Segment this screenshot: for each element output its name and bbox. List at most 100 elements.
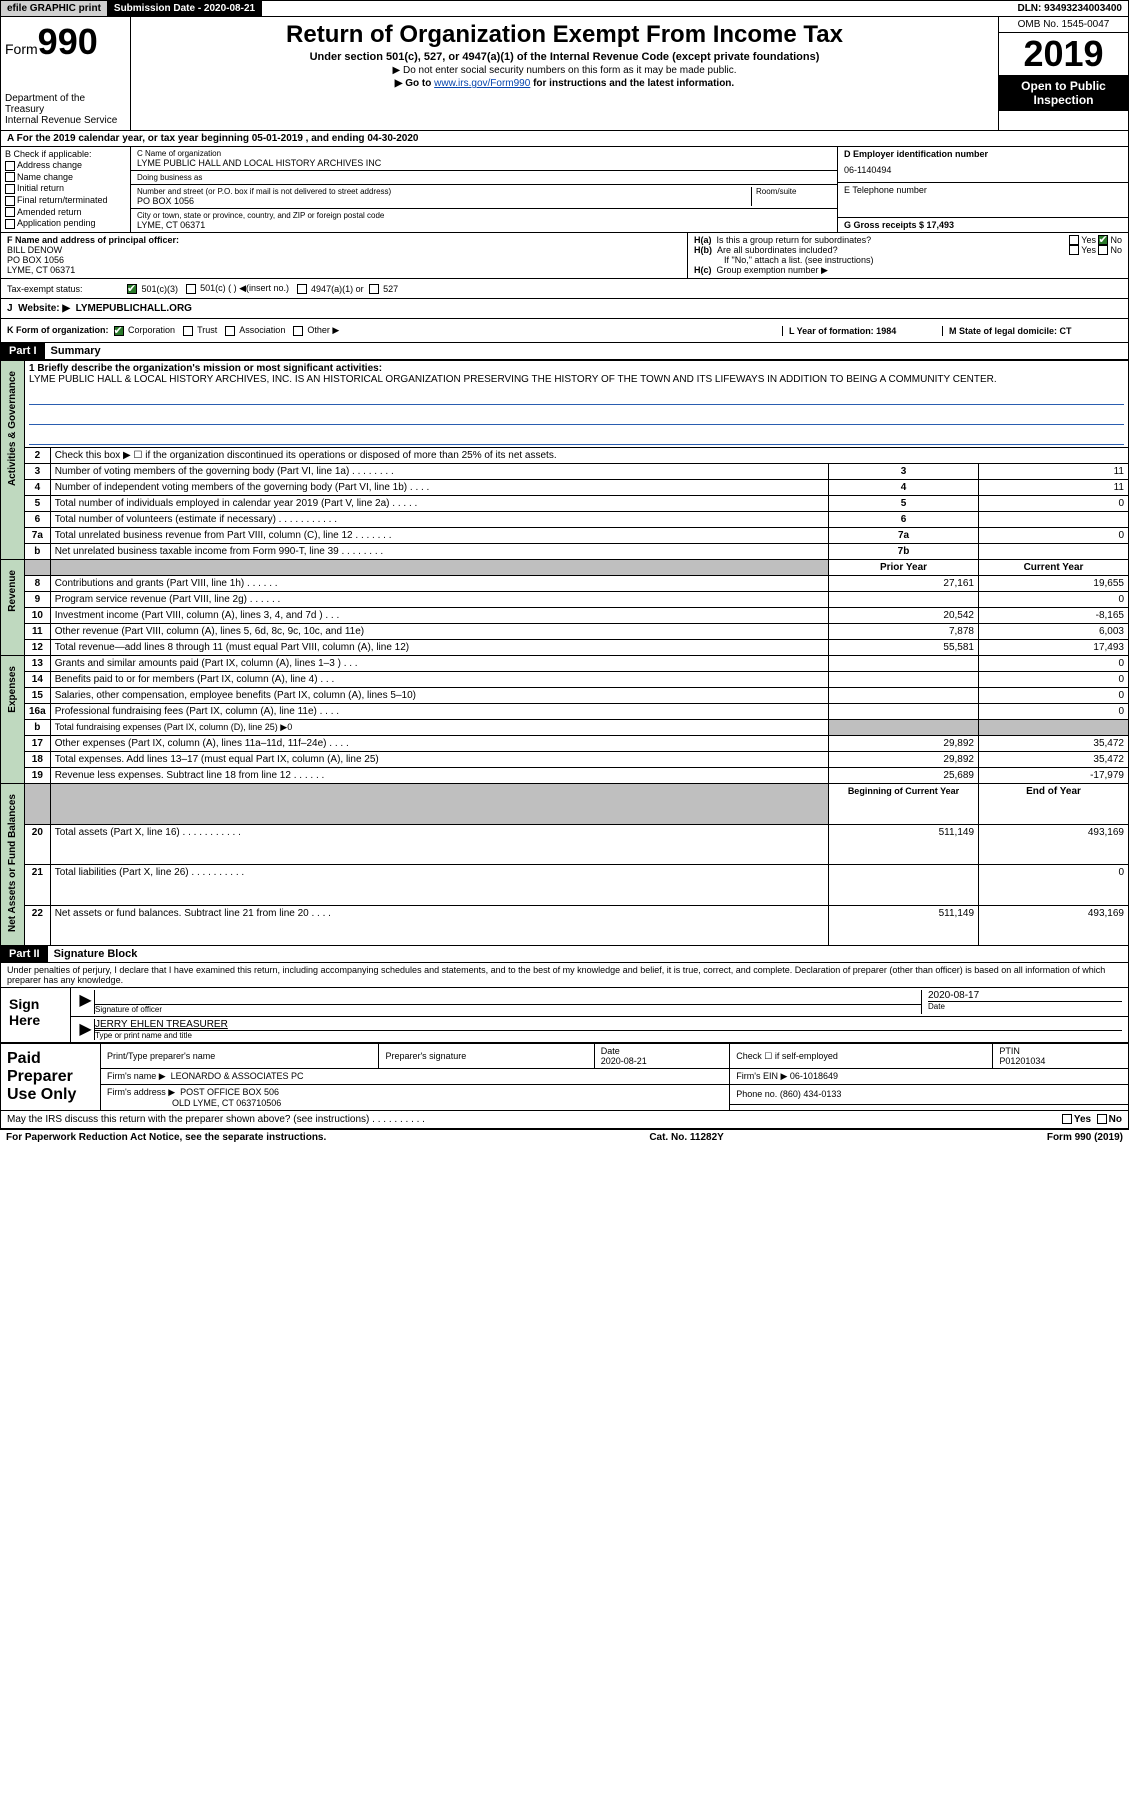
irs-link[interactable]: www.irs.gov/Form990	[434, 78, 530, 89]
cb-application-pending[interactable]: Application pending	[5, 218, 126, 229]
discuss-row: May the IRS discuss this return with the…	[0, 1111, 1129, 1129]
state-domicile: M State of legal domicile: CT	[949, 326, 1072, 336]
discuss-text: May the IRS discuss this return with the…	[7, 1114, 1062, 1125]
col-c-org-info: C Name of organization LYME PUBLIC HALL …	[131, 147, 838, 232]
discuss-yes[interactable]	[1062, 1114, 1072, 1124]
footer-cat: Cat. No. 11282Y	[326, 1132, 1047, 1143]
hdr-prior-year: Prior Year	[829, 560, 979, 576]
print-name-label: Type or print name and title	[95, 1030, 1122, 1040]
cb-527[interactable]	[369, 284, 379, 294]
cb-name-change[interactable]: Name change	[5, 172, 126, 183]
omb-number: OMB No. 1545-0047	[999, 17, 1128, 33]
cb-corp[interactable]	[114, 326, 124, 336]
line21: Total liabilities (Part X, line 26) . . …	[50, 865, 828, 906]
c-name-label: C Name of organization	[137, 149, 831, 158]
prep-sig-label: Preparer's signature	[379, 1044, 594, 1069]
phone-label: E Telephone number	[844, 185, 1122, 195]
submission-date: Submission Date - 2020-08-21	[108, 1, 262, 16]
self-employed-cb[interactable]: Check ☐ if self-employed	[730, 1044, 993, 1069]
line14: Benefits paid to or for members (Part IX…	[50, 672, 828, 688]
cb-4947[interactable]	[297, 284, 307, 294]
cb-address-change[interactable]: Address change	[5, 160, 126, 171]
cb-501c3[interactable]	[127, 284, 137, 294]
line16a: Professional fundraising fees (Part IX, …	[50, 704, 828, 720]
firm-phone: (860) 434-0133	[780, 1089, 842, 1099]
cb-trust[interactable]	[183, 326, 193, 336]
line18: Total expenses. Add lines 13–17 (must eq…	[50, 752, 828, 768]
part1-title: Summary	[45, 343, 107, 359]
line20: Total assets (Part X, line 16) . . . . .…	[50, 824, 828, 865]
firm-addr1: POST OFFICE BOX 506	[180, 1087, 279, 1097]
side-revenue: Revenue	[7, 562, 18, 620]
website-value: LYMEPUBLICHALL.ORG	[76, 303, 192, 314]
arrow-icon: ▶	[77, 990, 95, 1014]
line10: Investment income (Part VIII, column (A)…	[50, 608, 828, 624]
hb-yes[interactable]	[1069, 245, 1079, 255]
line22: Net assets or fund balances. Subtract li…	[50, 905, 828, 946]
row-klm: K Form of organization: Corporation Trus…	[0, 319, 1129, 343]
firm-ein: 06-1018649	[790, 1071, 838, 1081]
cb-assoc[interactable]	[225, 326, 235, 336]
line5: Total number of individuals employed in …	[50, 496, 828, 512]
cb-501c[interactable]	[186, 284, 196, 294]
efile-print-button[interactable]: efile GRAPHIC print	[1, 1, 108, 16]
line17: Other expenses (Part IX, column (A), lin…	[50, 736, 828, 752]
form-number: Form990	[5, 21, 126, 63]
ptin: P01201034	[999, 1056, 1045, 1066]
b-header: B Check if applicable:	[5, 149, 126, 159]
dln-number: DLN: 93493234003400	[1011, 1, 1128, 16]
col-d-e-g: D Employer identification number 06-1140…	[838, 147, 1128, 232]
sig-date: 2020-08-17	[928, 990, 1122, 1001]
dept-treasury: Department of the Treasury	[5, 93, 126, 115]
org-name: LYME PUBLIC HALL AND LOCAL HISTORY ARCHI…	[137, 158, 831, 168]
col-b-checkboxes: B Check if applicable: Address change Na…	[1, 147, 131, 232]
hb-no[interactable]	[1098, 245, 1108, 255]
officer-print-name: JERRY EHLEN TREASURER	[95, 1019, 1122, 1030]
paid-preparer-label: Paid Preparer Use Only	[1, 1044, 101, 1111]
prep-name-label: Print/Type preparer's name	[101, 1044, 379, 1069]
footer-right: Form 990 (2019)	[1047, 1132, 1123, 1143]
signature-block: Under penalties of perjury, I declare th…	[0, 963, 1129, 1043]
preparer-table: Paid Preparer Use Only Print/Type prepar…	[0, 1043, 1129, 1111]
side-governance: Activities & Governance	[7, 363, 18, 494]
mission-label: 1 Briefly describe the organization's mi…	[29, 363, 382, 374]
sig-date-label: Date	[928, 1001, 1122, 1011]
line-a-tax-year: A For the 2019 calendar year, or tax yea…	[0, 131, 1129, 147]
form-header: Form990 Department of the Treasury Inter…	[0, 17, 1129, 131]
ha-no[interactable]	[1098, 235, 1108, 245]
mission-text: LYME PUBLIC HALL & LOCAL HISTORY ARCHIVE…	[29, 374, 997, 385]
line6: Total number of volunteers (estimate if …	[50, 512, 828, 528]
cb-amended-return[interactable]: Amended return	[5, 207, 126, 218]
side-expenses: Expenses	[7, 658, 18, 721]
ein-value: 06-1140494	[844, 165, 1122, 175]
hdr-current-year: Current Year	[979, 560, 1129, 576]
ha-yes[interactable]	[1069, 235, 1079, 245]
part2-label: Part II	[1, 946, 48, 962]
cb-initial-return[interactable]: Initial return	[5, 183, 126, 194]
hb-note: If "No," attach a list. (see instruction…	[694, 255, 1122, 265]
page-footer: For Paperwork Reduction Act Notice, see …	[0, 1129, 1129, 1145]
irs-label: Internal Revenue Service	[5, 115, 126, 126]
tax-year: 2019	[999, 33, 1128, 75]
cb-final-return[interactable]: Final return/terminated	[5, 195, 126, 206]
row-j-website: J Website: ▶ LYMEPUBLICHALL.ORG	[0, 299, 1129, 319]
officer-addr1: PO BOX 1056	[7, 255, 64, 265]
efile-top-bar: efile GRAPHIC print Submission Date - 20…	[0, 0, 1129, 17]
sign-here-label: Sign Here	[1, 988, 71, 1042]
addr-label: Number and street (or P.O. box if mail i…	[137, 187, 751, 196]
i-label: Tax-exempt status:	[7, 284, 127, 294]
open-public-badge: Open to Public Inspection	[999, 75, 1128, 111]
line11: Other revenue (Part VIII, column (A), li…	[50, 624, 828, 640]
discuss-no[interactable]	[1097, 1114, 1107, 1124]
summary-table: Activities & Governance 1 Briefly descri…	[0, 360, 1129, 946]
org-city: LYME, CT 06371	[137, 220, 831, 230]
ssn-note: ▶ Do not enter social security numbers o…	[135, 65, 994, 76]
line19: Revenue less expenses. Subtract line 18 …	[50, 768, 828, 784]
f-label: F Name and address of principal officer:	[7, 235, 179, 245]
cb-other[interactable]	[293, 326, 303, 336]
line9: Program service revenue (Part VIII, line…	[50, 592, 828, 608]
part2-bar: Part II Signature Block	[0, 946, 1129, 963]
form-title: Return of Organization Exempt From Incom…	[135, 21, 994, 49]
firm-addr2: OLD LYME, CT 063710506	[172, 1098, 281, 1108]
prep-date: 2020-08-21	[601, 1056, 647, 1066]
